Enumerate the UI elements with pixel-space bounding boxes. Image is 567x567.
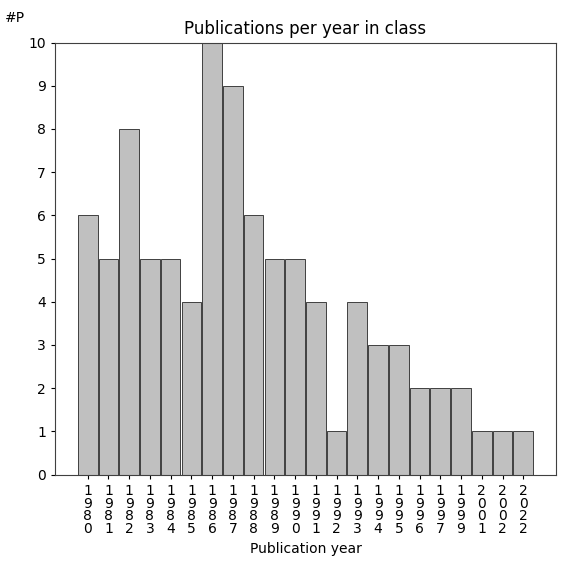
Bar — [119, 129, 139, 475]
Bar — [451, 388, 471, 475]
Bar — [181, 302, 201, 475]
Bar — [389, 345, 409, 475]
Bar — [78, 215, 98, 475]
Bar — [161, 259, 180, 475]
Bar — [493, 431, 513, 475]
Bar — [348, 302, 367, 475]
X-axis label: Publication year: Publication year — [249, 542, 361, 556]
Bar — [285, 259, 305, 475]
Bar — [99, 259, 119, 475]
Bar — [513, 431, 533, 475]
Bar — [430, 388, 450, 475]
Bar — [264, 259, 284, 475]
Title: Publications per year in class: Publications per year in class — [184, 20, 426, 38]
Bar — [223, 86, 243, 475]
Bar — [306, 302, 325, 475]
Text: #P: #P — [5, 11, 25, 26]
Bar — [327, 431, 346, 475]
Bar — [140, 259, 160, 475]
Bar — [202, 43, 222, 475]
Bar — [472, 431, 492, 475]
Bar — [368, 345, 388, 475]
Bar — [244, 215, 264, 475]
Bar — [410, 388, 429, 475]
